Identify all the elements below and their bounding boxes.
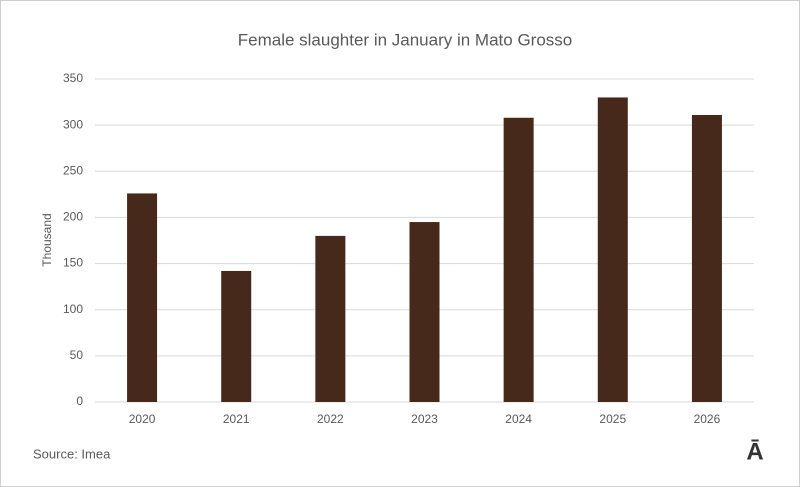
x-tick-label: 2026	[694, 412, 721, 426]
bar	[127, 193, 158, 402]
y-tick-label: 100	[63, 302, 83, 316]
x-tick-label: 2021	[223, 412, 250, 426]
y-tick-label: 300	[63, 117, 83, 131]
x-tick-label: 2020	[129, 412, 156, 426]
bar	[409, 222, 440, 402]
bar	[315, 235, 346, 402]
bar	[503, 117, 534, 402]
x-tick-label: 2023	[411, 412, 438, 426]
x-tick-label: 2025	[599, 412, 626, 426]
y-tick-label: 0	[76, 394, 83, 408]
y-axis-label: Thousand	[40, 213, 54, 266]
logo: Ā	[746, 438, 763, 465]
bar	[691, 114, 722, 403]
x-tick-label: 2022	[317, 412, 344, 426]
y-tick-label: 150	[63, 256, 83, 270]
y-tick-label: 50	[70, 348, 84, 362]
y-tick-label: 200	[63, 210, 83, 224]
y-tick-label: 250	[63, 163, 83, 177]
chart-title: Female slaughter in January in Mato Gros…	[238, 30, 573, 49]
y-tick-label: 350	[63, 71, 83, 85]
x-tick-label: 2024	[505, 412, 532, 426]
bar	[597, 97, 628, 402]
source: Source: Imea	[33, 446, 111, 461]
bar	[221, 270, 252, 402]
